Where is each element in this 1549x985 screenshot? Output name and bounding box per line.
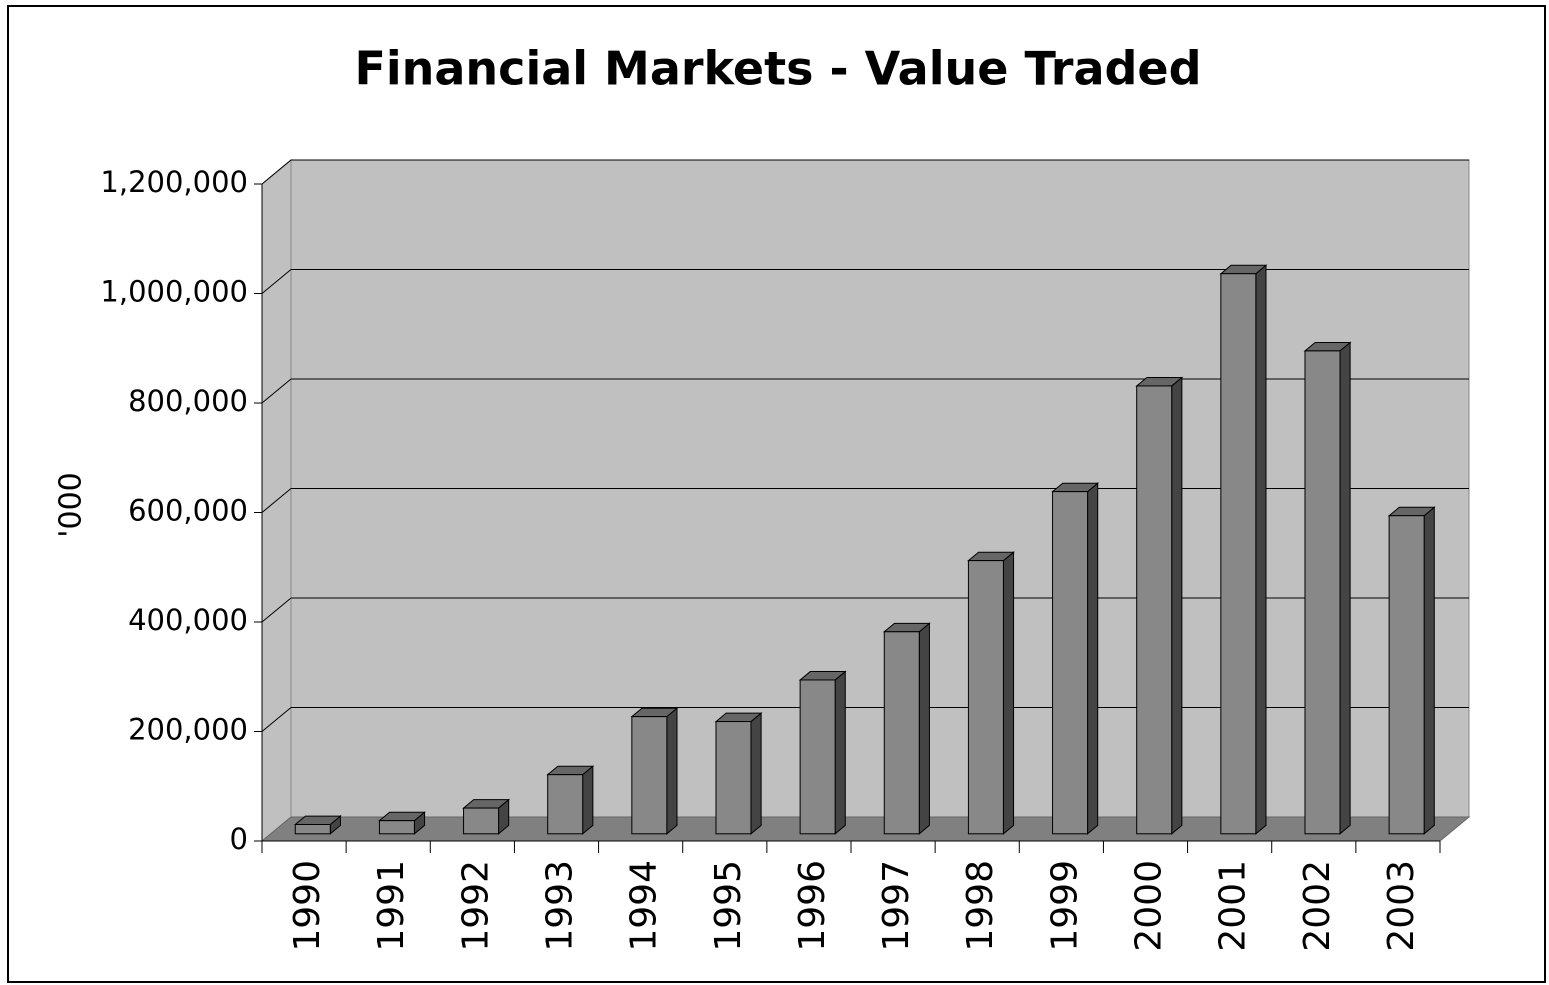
bar-side <box>750 712 762 835</box>
bar-side <box>1255 264 1267 835</box>
bar <box>967 560 1004 835</box>
bar <box>799 679 836 835</box>
y-axis-label: '000 <box>54 472 89 538</box>
bar <box>883 631 920 835</box>
grid-line <box>261 597 292 623</box>
y-tick-label: 1,000,000 <box>100 275 248 309</box>
bar <box>294 823 331 835</box>
x-tick-label: 1995 <box>708 860 749 952</box>
y-tick-label: 200,000 <box>128 713 248 747</box>
y-tick-label: 400,000 <box>128 603 248 637</box>
x-tick-label: 2002 <box>1297 860 1338 952</box>
x-tick-label: 2000 <box>1129 860 1170 952</box>
x-tick-label: 1994 <box>624 860 665 952</box>
bar <box>547 774 584 835</box>
grid-line <box>261 269 292 294</box>
x-tick-label: 2003 <box>1381 860 1422 952</box>
x-tick-label: 1999 <box>1044 860 1085 952</box>
x-tick-label: 2001 <box>1213 860 1254 952</box>
bar-side <box>1087 482 1099 835</box>
bar <box>631 716 668 835</box>
bar <box>378 820 415 835</box>
bar <box>463 807 500 835</box>
x-tick-label: 1996 <box>792 860 833 952</box>
x-tick-label: 1990 <box>287 860 328 952</box>
bar <box>1388 515 1425 835</box>
bar-side <box>582 765 594 835</box>
bar <box>1220 273 1257 835</box>
y-tick-label: 0 <box>230 822 248 856</box>
bar-side <box>1423 506 1435 835</box>
bar-side <box>666 707 678 835</box>
x-tick-label: 1992 <box>455 860 496 952</box>
bar <box>1052 491 1089 835</box>
grid-line <box>261 378 292 404</box>
bar-side <box>1002 551 1015 835</box>
bar-side <box>1339 341 1351 835</box>
chart-title: Financial Markets - Value Traded <box>354 42 1201 96</box>
y-tick-label: 800,000 <box>128 384 248 418</box>
x-tick-label: 1998 <box>960 860 1001 952</box>
y-tick-label: 600,000 <box>128 494 248 528</box>
bar-side <box>834 670 846 835</box>
y-tick-label: 1,200,000 <box>100 165 248 199</box>
bar <box>1136 385 1173 835</box>
grid-line <box>261 707 292 732</box>
bar <box>1304 350 1341 835</box>
bar-side <box>918 622 930 835</box>
x-tick-label: 1993 <box>540 860 581 952</box>
grid-line <box>261 159 292 185</box>
bar <box>715 721 752 835</box>
x-tick-label: 1991 <box>371 860 412 952</box>
bar-side <box>1171 376 1183 835</box>
floor <box>260 816 1471 842</box>
grid-line <box>261 488 292 513</box>
x-tick-label: 1997 <box>876 860 917 952</box>
